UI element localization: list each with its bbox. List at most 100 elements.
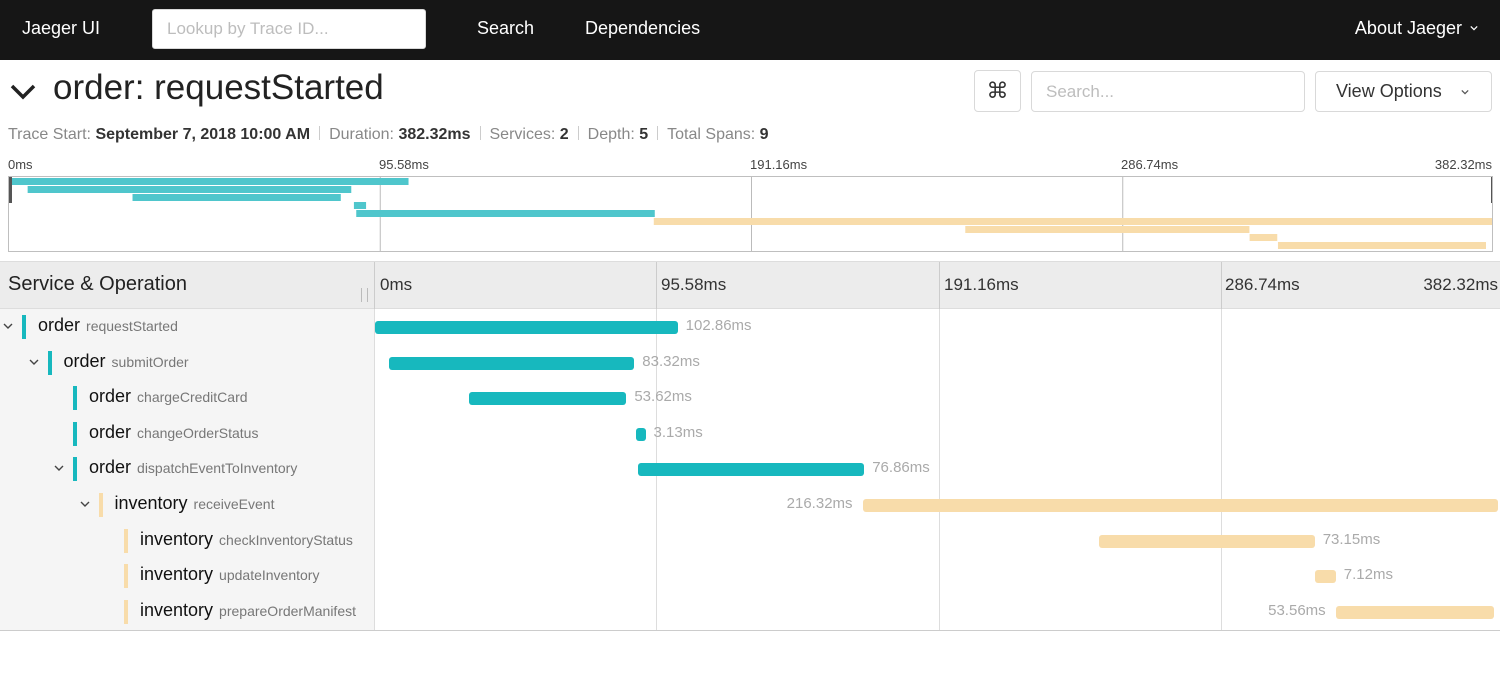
span-service-name: order dispatchEventToInventory — [89, 457, 297, 478]
expand-toggle-icon[interactable] — [29, 357, 39, 367]
service-color-indicator — [124, 528, 128, 553]
service-name: inventory — [140, 528, 214, 549]
timeline-tick: 286.74ms — [1225, 275, 1300, 294]
collapse-trace-chevron-icon[interactable] — [9, 80, 37, 102]
minimap-tick: 191.16ms — [750, 157, 808, 172]
service-color-indicator — [22, 315, 26, 339]
span-duration-label: 7.12ms — [1343, 566, 1393, 584]
trace-id-lookup-input[interactable] — [152, 9, 426, 49]
timeline-tick: 0ms — [380, 275, 413, 294]
operation-name: checkInventoryStatus — [219, 531, 353, 548]
span-duration-bar[interactable] — [863, 499, 1498, 512]
span-duration-label: 73.15ms — [1322, 530, 1381, 548]
minimap-span — [9, 178, 409, 185]
expand-toggle-icon[interactable] — [80, 499, 90, 509]
minimap-span — [353, 202, 367, 209]
trace-meta: Trace Start: September 7, 2018 10:00 AM D… — [8, 126, 769, 144]
span-duration-bar[interactable] — [638, 463, 865, 477]
column-resizer-handle[interactable] — [361, 288, 368, 302]
duration-value: 382.32ms — [398, 126, 471, 143]
span-duration-bar[interactable] — [1099, 534, 1315, 548]
span-duration-bar[interactable] — [468, 392, 627, 406]
operation-name: submitOrder — [111, 353, 189, 370]
service-name: inventory — [140, 599, 214, 620]
keyboard-shortcuts-button[interactable]: ⌘ — [974, 70, 1021, 112]
operation-name: changeOrderStatus — [137, 424, 259, 441]
trace-start-value: September 7, 2018 10:00 AM — [95, 126, 311, 143]
span-duration-label: 216.32ms — [786, 495, 853, 512]
span-row[interactable]: order dispatchEventToInventory 76.86ms — [0, 451, 1500, 487]
span-duration-label: 83.32ms — [642, 352, 700, 370]
span-duration-bar[interactable] — [636, 427, 646, 441]
minimap-tick: 0ms — [8, 157, 33, 172]
expand-toggle-icon[interactable] — [54, 463, 64, 473]
operation-name: dispatchEventToInventory — [137, 460, 298, 477]
minimap-span — [27, 186, 352, 193]
service-color-indicator — [73, 386, 77, 411]
span-duration-bar[interactable] — [1336, 605, 1494, 619]
brand-link[interactable]: Jaeger UI — [22, 18, 101, 38]
span-service-name: inventory receiveEvent — [115, 493, 275, 514]
minimap-range-handle[interactable] — [1491, 177, 1493, 203]
chevron-down-icon — [1461, 89, 1469, 95]
view-options-dropdown[interactable]: View Options — [1315, 71, 1492, 112]
span-row[interactable]: order requestStarted 102.86ms — [0, 309, 1500, 345]
span-duration-label: 76.86ms — [872, 459, 930, 477]
service-color-indicator — [124, 599, 128, 624]
span-duration-bar[interactable] — [375, 321, 678, 334]
operation-name: prepareOrderManifest — [219, 602, 356, 619]
service-name: order — [89, 421, 132, 442]
timeline-header: Service & Operation 0ms 95.58ms 191.16ms… — [0, 261, 1500, 309]
about-jaeger-label: About Jaeger — [1354, 18, 1462, 38]
minimap-span — [965, 226, 1250, 233]
duration-label: Duration: — [329, 126, 394, 143]
span-row[interactable]: inventory updateInventory 7.12ms — [0, 558, 1500, 594]
service-name: order — [89, 386, 132, 407]
chevron-down-icon — [1470, 25, 1478, 31]
total-spans-label: Total Spans: — [667, 126, 756, 143]
span-service-name: inventory prepareOrderManifest — [140, 600, 356, 621]
minimap-tick: 382.32ms — [1434, 157, 1492, 172]
depth-label: Depth: — [587, 126, 635, 143]
service-color-indicator — [124, 564, 128, 589]
service-operation-header: Service & Operation — [8, 273, 187, 295]
span-rows: order requestStarted 102.86ms order submitOr… — [0, 309, 1500, 631]
timeline-tick: 191.16ms — [944, 275, 1019, 294]
span-row[interactable]: order submitOrder 83.32ms — [0, 345, 1500, 381]
service-color-indicator — [73, 421, 77, 446]
minimap-tick-labels: 0ms 95.58ms 191.16ms 286.74ms 382.32ms — [0, 157, 1500, 173]
minimap-span — [356, 210, 655, 217]
service-name: order — [63, 350, 106, 371]
span-row[interactable]: inventory receiveEvent 216.32ms — [0, 487, 1500, 523]
span-row[interactable]: inventory prepareOrderManifest 53.56ms — [0, 594, 1500, 630]
trace-start-label: Trace Start: — [8, 126, 91, 143]
nav-search-link[interactable]: Search — [477, 18, 535, 38]
service-name: inventory — [114, 493, 188, 513]
span-row[interactable]: order changeOrderStatus 3.13ms — [0, 416, 1500, 452]
trace-minimap[interactable] — [8, 176, 1493, 252]
expand-toggle-icon[interactable] — [3, 321, 13, 331]
span-row[interactable]: order chargeCreditCard 53.62ms — [0, 380, 1500, 416]
nav-dependencies-link[interactable]: Dependencies — [585, 18, 701, 38]
service-color-indicator — [47, 350, 52, 375]
span-duration-bar[interactable] — [1314, 570, 1336, 584]
operation-name: receiveEvent — [193, 496, 275, 512]
timeline-tick: 95.58ms — [661, 275, 727, 294]
span-duration-label: 3.13ms — [653, 423, 703, 441]
about-jaeger-menu[interactable]: About Jaeger — [1354, 18, 1478, 39]
minimap-span — [1277, 242, 1486, 249]
span-duration-label: 53.56ms — [1268, 601, 1326, 619]
span-duration-label: 102.86ms — [685, 317, 752, 334]
services-label: Services: — [489, 126, 556, 143]
minimap-tick: 95.58ms — [379, 157, 429, 172]
span-row[interactable]: inventory checkInventoryStatus 73.15ms — [0, 523, 1500, 559]
operation-name: chargeCreditCard — [137, 389, 248, 406]
operation-name: updateInventory — [219, 567, 320, 584]
span-duration-bar[interactable] — [389, 356, 635, 370]
minimap-range-handle[interactable] — [9, 177, 12, 203]
span-service-name: order requestStarted — [38, 315, 178, 336]
trace-search-input[interactable] — [1031, 71, 1305, 112]
minimap-span — [653, 218, 1492, 225]
span-service-name: order changeOrderStatus — [89, 422, 258, 443]
trace-title: order: requestStarted — [53, 68, 384, 107]
